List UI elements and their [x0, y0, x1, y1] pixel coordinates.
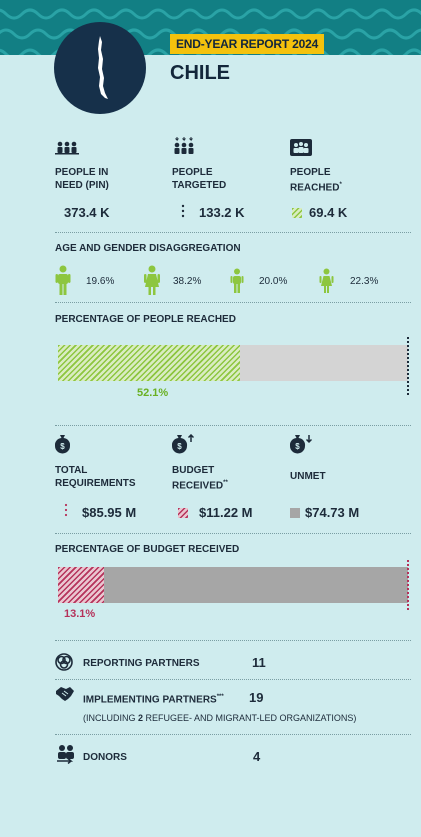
girl-icon — [319, 268, 334, 293]
budget-bar-track — [58, 567, 408, 603]
donors-value: 4 — [253, 749, 261, 764]
country-map-badge — [54, 22, 146, 114]
unmet-value: $74.73 M — [305, 505, 360, 520]
reporting-partners-value: 11 — [252, 655, 266, 670]
age-gender-value-3: 20.0% — [259, 276, 288, 287]
budget-bar-end-marker — [407, 560, 409, 610]
unmet-swatch — [290, 508, 300, 518]
reporting-partners-icon — [55, 653, 73, 671]
reached-hatch-swatch — [292, 208, 302, 218]
boy-icon — [230, 268, 244, 293]
people-reached-bar-fill — [58, 345, 241, 381]
money-bag-up-icon: $ — [172, 434, 194, 454]
people-reached-pct-title: PERCENTAGE OF PEOPLE REACHED — [55, 314, 236, 325]
people-reached-bar-track — [58, 345, 408, 381]
implementing-partners-note: (INCLUDING 2 REFUGEE- AND MIGRANT-LED OR… — [83, 713, 357, 723]
people-targeted-label: PEOPLE TARGETED — [172, 167, 227, 191]
reporting-partners-label: REPORTING PARTNERS — [83, 658, 200, 669]
age-gender-title: AGE AND GENDER DISAGGREGATION — [55, 243, 241, 254]
divider — [55, 679, 411, 680]
received-hatch-swatch — [178, 508, 188, 518]
age-gender-value-2: 38.2% — [173, 276, 202, 287]
people-in-need-label: PEOPLE IN NEED (PIN) — [55, 167, 109, 191]
divider — [55, 734, 411, 735]
age-gender-value-4: 22.3% — [350, 276, 379, 287]
divider — [55, 232, 411, 233]
people-group-icon — [55, 141, 79, 155]
chile-map-icon — [98, 36, 108, 99]
divider — [55, 533, 411, 534]
budget-pct-title: PERCENTAGE OF BUDGET RECEIVED — [55, 544, 240, 555]
bar-end-marker — [407, 337, 409, 397]
age-gender-value-1: 19.6% — [86, 276, 115, 287]
divider — [55, 640, 411, 641]
report-badge: END-YEAR REPORT 2024 — [170, 34, 325, 54]
handshake-icon — [56, 687, 74, 701]
country-title: CHILE — [170, 62, 230, 84]
budget-bar-fill — [58, 567, 104, 603]
requirements-dotted-marker — [64, 503, 68, 517]
people-reached-icon — [290, 139, 312, 156]
people-target-icon — [174, 137, 194, 154]
adult-male-icon — [55, 265, 71, 295]
people-reached-value: 69.4 K — [309, 205, 348, 220]
budget-received-value: $11.22 M — [199, 505, 253, 520]
people-reached-label: PEOPLE REACHED* — [290, 167, 342, 194]
divider — [55, 425, 411, 426]
adult-female-icon — [144, 265, 160, 295]
donors-label: DONORS — [83, 752, 127, 763]
budget-pct-label: 13.1% — [64, 608, 96, 620]
people-targeted-value: 133.2 K — [199, 205, 245, 220]
divider — [55, 302, 411, 303]
implementing-partners-label: IMPLEMENTING PARTNERS*** — [83, 694, 224, 706]
total-requirements-label: TOTAL REQUIREMENTS — [55, 465, 136, 489]
donors-icon — [57, 745, 74, 764]
people-in-need-value: 373.4 K — [64, 205, 110, 220]
svg-text:$: $ — [295, 442, 300, 451]
money-bag-down-icon: $ — [290, 435, 312, 454]
budget-received-label: BUDGET RECEIVED** — [172, 465, 228, 492]
targeted-dotted-marker — [181, 204, 185, 218]
money-bag-icon: $ — [55, 435, 70, 454]
svg-text:$: $ — [60, 442, 65, 451]
people-reached-pct-label: 52.1% — [137, 387, 169, 399]
svg-text:$: $ — [177, 442, 182, 451]
unmet-label: UNMET — [290, 471, 326, 482]
total-requirements-value: $85.95 M — [82, 505, 137, 520]
implementing-partners-value: 19 — [249, 690, 264, 705]
